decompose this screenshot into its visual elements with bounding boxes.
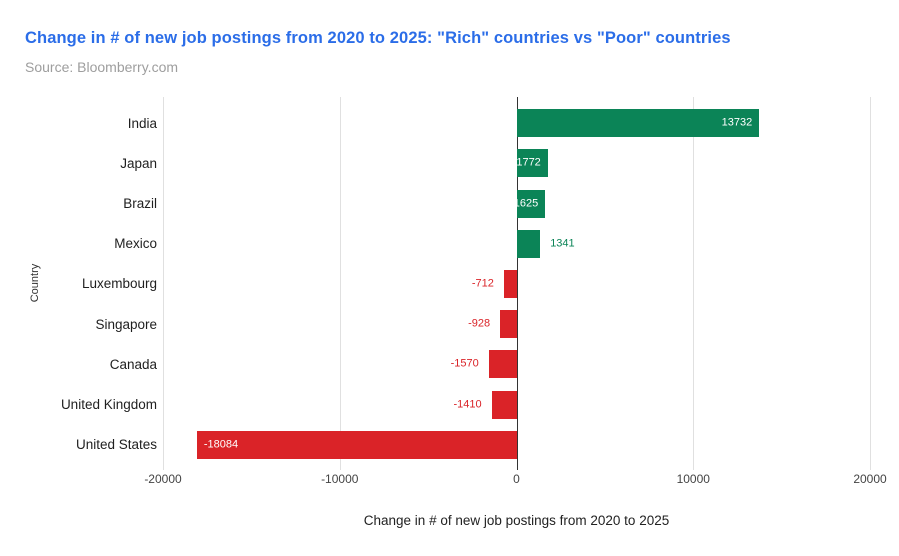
bar: -1570 — [451, 350, 517, 379]
country-label: India — [127, 115, 157, 131]
gridline — [339, 97, 341, 470]
country-label: Luxembourg — [81, 276, 157, 292]
bar: -712 — [472, 269, 517, 298]
x-tick-label: 20000 — [853, 472, 887, 486]
zero-gridline — [516, 97, 518, 470]
bar-value-label: -712 — [471, 277, 494, 290]
country-label: Mexico — [114, 236, 157, 252]
country-label: United States — [75, 437, 157, 453]
bar: -18084 — [196, 430, 517, 459]
x-axis-ticks: -20000 -10000 0 10000 20000 — [144, 472, 886, 488]
bar-row: 1341 — [163, 224, 870, 264]
bar-value-label: -1570 — [450, 357, 479, 370]
bar-row: 13732 — [163, 103, 870, 143]
bar: 1625 — [513, 189, 546, 218]
bar: 1772 — [516, 149, 548, 178]
country-labels: India Japan Brazil Mexico Luxembourg Singapor… — [0, 103, 157, 465]
bar-row: -1410 — [163, 385, 870, 425]
country-label: United Kingdom — [60, 397, 157, 413]
bar: 13732 — [516, 109, 760, 138]
x-tick-label: -10000 — [321, 472, 359, 486]
bar-row: -712 — [163, 264, 870, 304]
bar-row: -928 — [163, 304, 870, 344]
bar-row: 1625 — [163, 183, 870, 223]
bar-value-label: -928 — [468, 317, 491, 330]
gridline — [693, 97, 695, 470]
country-label: Japan — [120, 155, 157, 171]
gridline — [870, 97, 871, 470]
country-label: Brazil — [123, 196, 157, 212]
bar: 1341 — [516, 229, 575, 258]
chart-source: Source: Bloomberry.com — [25, 59, 179, 75]
chart-title: Change in # of new job postings from 202… — [25, 29, 731, 47]
bar-value-label: 1625 — [513, 197, 539, 210]
plot-area: 13732 1772 1625 1341 -712 -928 -1570 -1410 -1808… — [163, 97, 871, 470]
bar-value-label: 1772 — [516, 156, 541, 169]
x-tick-label: -20000 — [144, 472, 182, 486]
x-tick-label: 0 — [513, 472, 520, 486]
x-axis-title: Change in # of new job postings from 202… — [363, 513, 670, 528]
bar-value-label: -18084 — [203, 438, 239, 451]
x-tick-label: 10000 — [676, 472, 710, 486]
bar-value-label: 13732 — [721, 116, 753, 129]
bar: -1410 — [453, 390, 517, 419]
bar: -928 — [468, 310, 517, 339]
gridline — [163, 97, 164, 470]
country-label: Singapore — [95, 316, 157, 332]
bar-rows: 13732 1772 1625 1341 -712 -928 -1570 -1410 -1808… — [163, 103, 870, 465]
gridlines — [163, 97, 871, 470]
bar-value-label: 1341 — [550, 237, 575, 250]
bar-row: 1772 — [163, 143, 870, 183]
country-label: Canada — [109, 356, 157, 372]
bar-row: -1570 — [163, 344, 870, 384]
bar-row: -18084 — [163, 425, 870, 465]
bar-value-label: -1410 — [453, 398, 482, 411]
